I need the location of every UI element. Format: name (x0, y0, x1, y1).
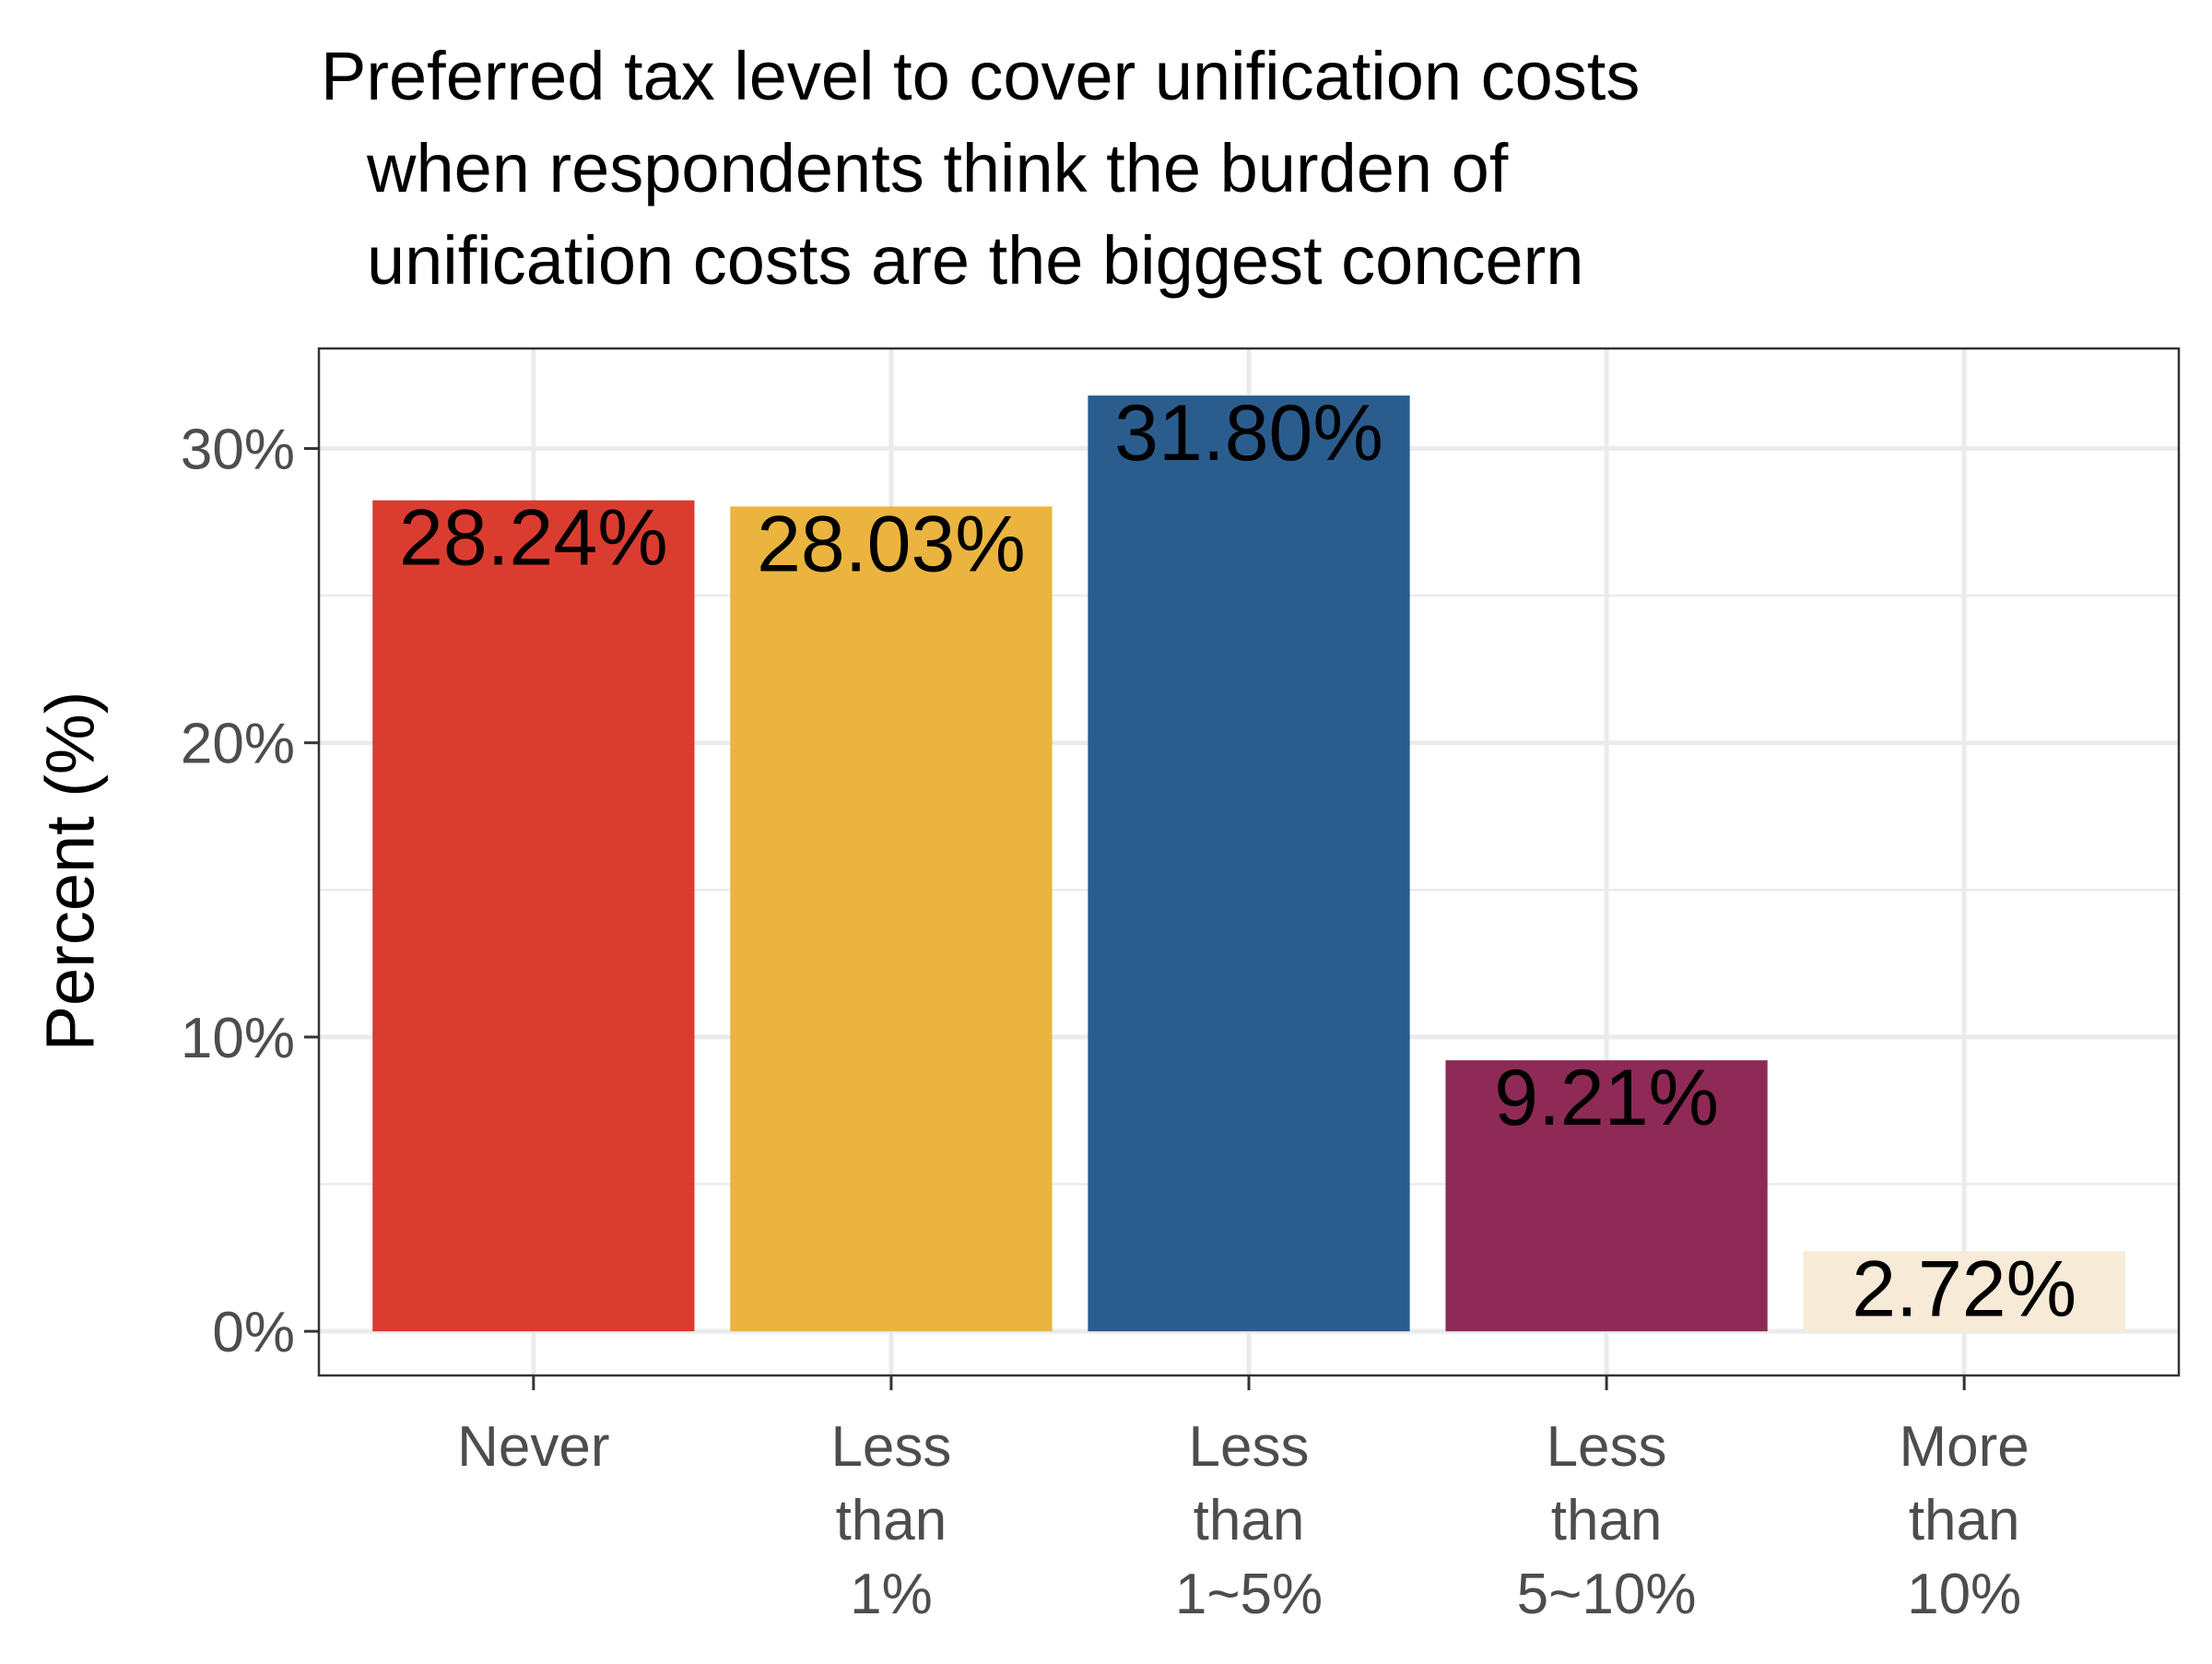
bar-value-label: 9.21% (1494, 1054, 1719, 1142)
x-axis: Never Less than 1% Less than 1~5% Less than 5~10%… (457, 1375, 2030, 1626)
bar-value-labels: 28.24% 28.03% 31.80% 9.21% 2.72% (399, 389, 2077, 1333)
x-tick-label: Less than 1% (830, 1415, 951, 1626)
x-tick-label-line: 1% (850, 1563, 933, 1626)
y-tick-label: 30% (181, 419, 295, 482)
bar (1088, 395, 1410, 1332)
x-tick-label: More than 10% (1900, 1415, 2030, 1626)
x-tick-label-line: Less (1547, 1415, 1667, 1479)
chart-title-line: when respondents think the burden of (366, 130, 1509, 207)
x-tick-label-line: 5~10% (1517, 1563, 1697, 1626)
x-tick-label-line: More (1900, 1415, 2030, 1479)
x-tick-label-line: Never (457, 1415, 609, 1479)
y-tick-label: 20% (181, 713, 295, 776)
x-tick-label-line: 1~5% (1175, 1563, 1323, 1626)
x-tick-label-line: than (836, 1489, 947, 1552)
x-tick-label-line: than (1909, 1489, 2020, 1552)
x-tick-label: Less than 1~5% (1175, 1415, 1323, 1626)
bar-value-label: 2.72% (1852, 1245, 2077, 1333)
x-tick-label-line: than (1551, 1489, 1663, 1552)
chart-title: Preferred tax level to cover unification… (321, 38, 1640, 299)
bar (372, 500, 695, 1332)
chart-title-line: Preferred tax level to cover unification… (321, 38, 1640, 114)
bar-value-label: 28.24% (399, 494, 668, 583)
chart-title-line: unification costs are the biggest concer… (367, 222, 1583, 299)
y-axis-title: Percent (%) (32, 691, 109, 1052)
y-axis: 0% 10% 20% 30% (181, 419, 319, 1364)
x-tick-label-line: Less (830, 1415, 951, 1479)
bar-value-label: 28.03% (757, 500, 1026, 588)
x-tick-label: Less than 5~10% (1517, 1415, 1697, 1626)
bar (1445, 1060, 1768, 1332)
x-tick-label-line: 10% (1907, 1563, 2021, 1626)
x-tick-label-line: Less (1189, 1415, 1310, 1479)
bar (1803, 1251, 2125, 1332)
x-tick-label-line: than (1194, 1489, 1305, 1552)
y-tick-label: 10% (181, 1007, 295, 1070)
bar (730, 506, 1053, 1332)
y-tick-label: 0% (212, 1301, 295, 1364)
x-tick-label: Never (457, 1415, 609, 1479)
bars (372, 395, 2125, 1332)
bar-value-label: 31.80% (1114, 389, 1383, 478)
